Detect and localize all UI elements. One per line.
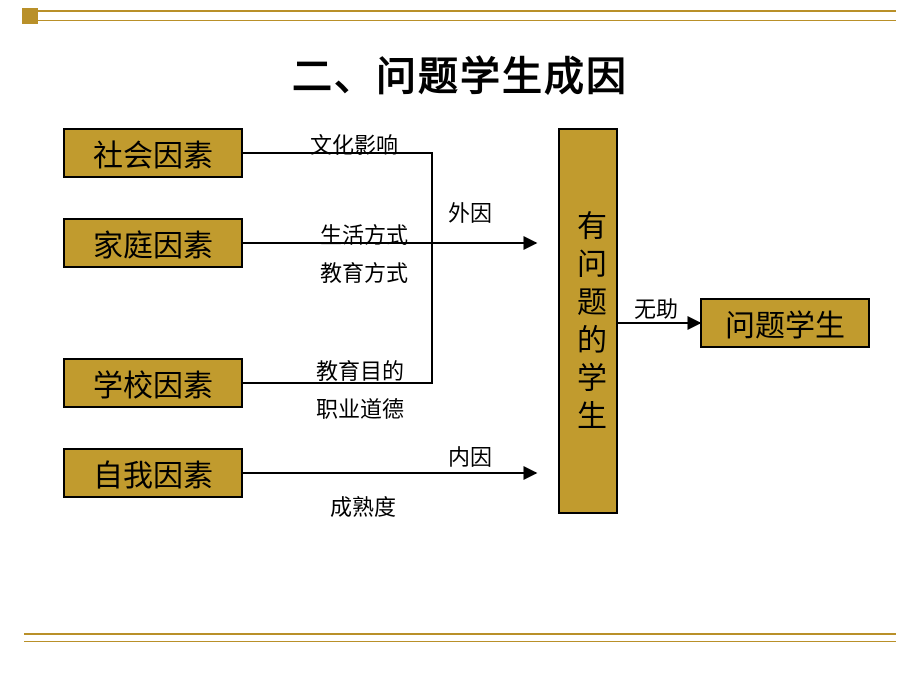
tall-box-problem-student: 有问题的学生	[558, 128, 618, 514]
label-edu-style: 教育方式	[320, 256, 408, 288]
result-box: 问题学生	[700, 298, 870, 348]
label-edu-goal: 教育目的	[316, 354, 404, 386]
factor-box-family: 家庭因素	[63, 218, 243, 268]
factor-box-school: 学校因素	[63, 358, 243, 408]
top-rule	[24, 10, 896, 30]
factor-label: 自我因素	[93, 451, 213, 495]
result-label: 问题学生	[725, 301, 845, 345]
bottom-rule-thin	[24, 641, 896, 642]
corner-square-icon	[22, 8, 38, 24]
slide-title: 二、问题学生成因	[0, 44, 920, 102]
label-lifestyle: 生活方式	[320, 218, 408, 250]
factor-label: 家庭因素	[93, 221, 213, 265]
factor-box-self: 自我因素	[63, 448, 243, 498]
label-helpless: 无助	[634, 292, 678, 324]
label-internal: 内因	[448, 440, 492, 472]
label-external: 外因	[448, 196, 492, 228]
bottom-rule	[24, 633, 896, 635]
slide: 二、问题学生成因 社会因素 家庭因素 学校因素 自我因素 有问题的学生 问题学生…	[0, 0, 920, 690]
factor-box-social: 社会因素	[63, 128, 243, 178]
label-ethics: 职业道德	[316, 392, 404, 424]
factor-label: 学校因素	[93, 361, 213, 405]
label-culture: 文化影响	[310, 128, 398, 160]
label-maturity: 成熟度	[330, 490, 396, 522]
factor-label: 社会因素	[93, 131, 213, 175]
top-rule-inner	[24, 20, 896, 21]
tall-box-label: 有问题的学生	[566, 210, 610, 438]
